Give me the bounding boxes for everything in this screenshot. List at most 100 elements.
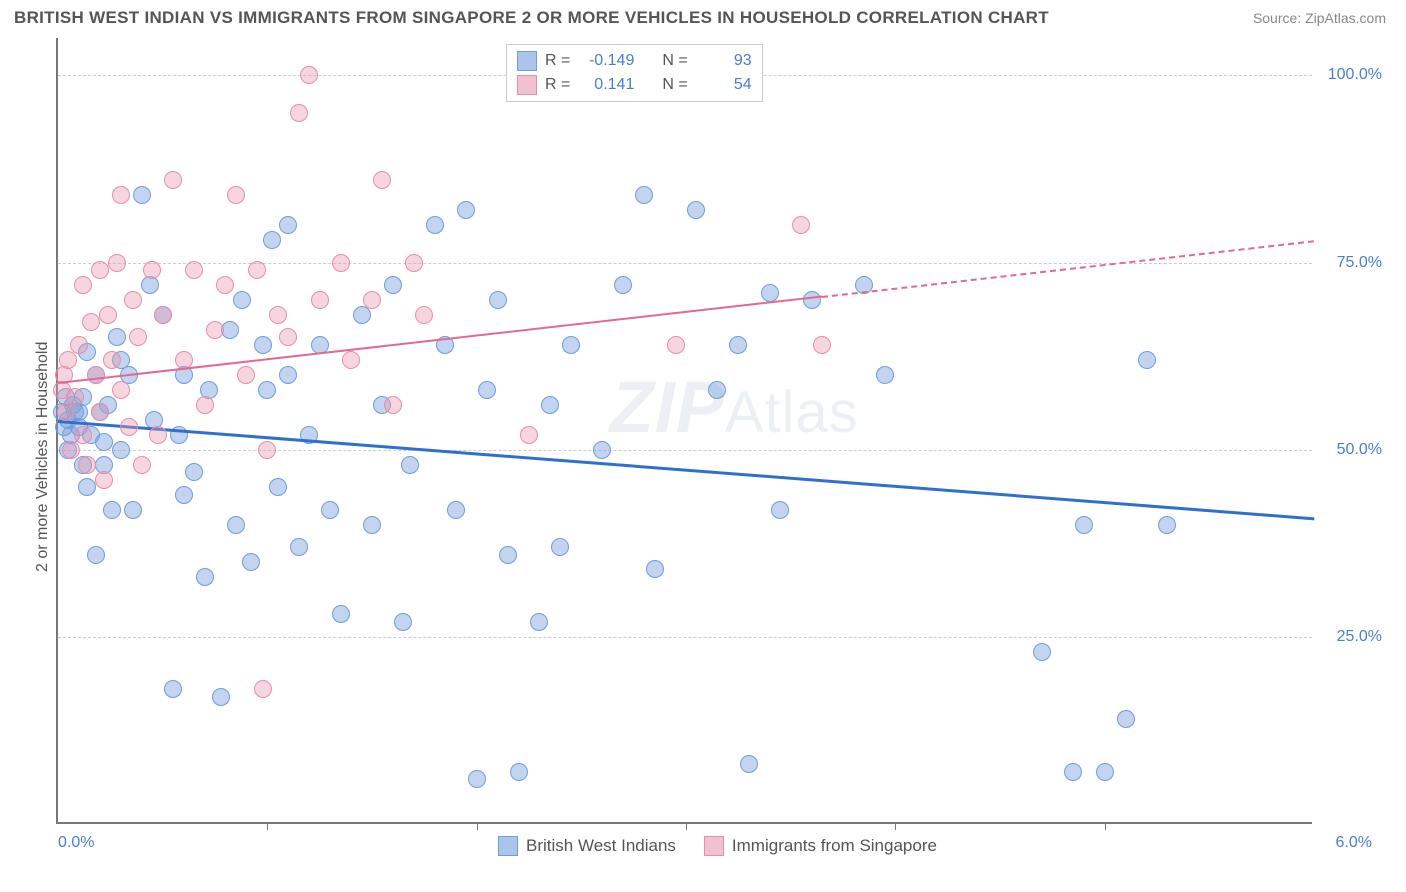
data-point-sgp <box>227 186 245 204</box>
data-point-sgp <box>143 261 161 279</box>
data-point-bwi <box>95 433 113 451</box>
correlation-legend: R =-0.149N =93R =0.141N =54 <box>506 44 763 102</box>
x-tick <box>895 822 896 830</box>
data-point-bwi <box>771 501 789 519</box>
data-point-bwi <box>729 336 747 354</box>
series-legend: British West Indians Immigrants from Sing… <box>498 836 937 856</box>
trend-line <box>58 296 822 385</box>
gridline <box>58 450 1312 451</box>
data-point-sgp <box>254 680 272 698</box>
legend-swatch-icon <box>704 836 724 856</box>
n-label: N = <box>662 76 687 94</box>
y-tick-label: 25.0% <box>1322 628 1382 646</box>
data-point-sgp <box>133 456 151 474</box>
data-point-sgp <box>78 456 96 474</box>
data-point-bwi <box>530 613 548 631</box>
trend-line <box>822 240 1314 298</box>
data-point-sgp <box>405 254 423 272</box>
data-point-sgp <box>792 216 810 234</box>
data-point-bwi <box>1158 516 1176 534</box>
data-point-sgp <box>363 291 381 309</box>
y-tick-label: 50.0% <box>1322 441 1382 459</box>
data-point-bwi <box>87 546 105 564</box>
data-point-sgp <box>813 336 831 354</box>
data-point-sgp <box>70 336 88 354</box>
data-point-bwi <box>1033 643 1051 661</box>
n-label: N = <box>662 52 687 70</box>
r-value: 0.141 <box>578 76 634 94</box>
x-min-label: 0.0% <box>58 834 94 852</box>
data-point-sgp <box>342 351 360 369</box>
data-point-bwi <box>426 216 444 234</box>
data-point-bwi <box>78 478 96 496</box>
data-point-bwi <box>254 336 272 354</box>
data-point-bwi <box>124 501 142 519</box>
data-point-sgp <box>279 328 297 346</box>
r-value: -0.149 <box>578 52 634 70</box>
data-point-sgp <box>216 276 234 294</box>
data-point-sgp <box>520 426 538 444</box>
data-point-bwi <box>233 291 251 309</box>
data-point-bwi <box>562 336 580 354</box>
x-tick <box>686 822 687 830</box>
data-point-sgp <box>185 261 203 279</box>
data-point-bwi <box>761 284 779 302</box>
plot-area: 25.0%50.0%75.0%100.0%0.0%6.0%ZIPAtlasR =… <box>56 38 1312 824</box>
data-point-bwi <box>646 560 664 578</box>
data-point-sgp <box>129 328 147 346</box>
data-point-bwi <box>384 276 402 294</box>
data-point-sgp <box>95 471 113 489</box>
data-point-bwi <box>541 396 559 414</box>
data-point-bwi <box>321 501 339 519</box>
data-point-sgp <box>112 381 130 399</box>
gridline <box>58 637 1312 638</box>
data-point-bwi <box>263 231 281 249</box>
data-point-bwi <box>108 328 126 346</box>
data-point-bwi <box>876 366 894 384</box>
legend-row-bwi: R =-0.149N =93 <box>517 49 752 73</box>
data-point-bwi <box>687 201 705 219</box>
legend-item-sgp: Immigrants from Singapore <box>704 836 937 856</box>
data-point-sgp <box>59 351 77 369</box>
data-point-bwi <box>489 291 507 309</box>
data-point-bwi <box>614 276 632 294</box>
legend-row-sgp: R =0.141N =54 <box>517 73 752 97</box>
n-value: 54 <box>696 76 752 94</box>
data-point-sgp <box>103 351 121 369</box>
data-point-sgp <box>248 261 266 279</box>
data-point-bwi <box>185 463 203 481</box>
data-point-bwi <box>499 546 517 564</box>
data-point-sgp <box>258 441 276 459</box>
legend-item-bwi: British West Indians <box>498 836 676 856</box>
x-tick <box>267 822 268 830</box>
data-point-sgp <box>120 418 138 436</box>
data-point-sgp <box>415 306 433 324</box>
data-point-sgp <box>124 291 142 309</box>
data-point-bwi <box>740 755 758 773</box>
chart-source: Source: ZipAtlas.com <box>1253 10 1386 26</box>
data-point-sgp <box>91 403 109 421</box>
data-point-bwi <box>279 216 297 234</box>
data-point-sgp <box>237 366 255 384</box>
data-point-sgp <box>112 186 130 204</box>
x-tick <box>477 822 478 830</box>
data-point-bwi <box>353 306 371 324</box>
data-point-sgp <box>154 306 172 324</box>
r-label: R = <box>545 52 570 70</box>
data-point-bwi <box>103 501 121 519</box>
data-point-sgp <box>667 336 685 354</box>
data-point-bwi <box>803 291 821 309</box>
data-point-bwi <box>112 441 130 459</box>
data-point-bwi <box>279 366 297 384</box>
correlation-chart: 25.0%50.0%75.0%100.0%0.0%6.0%ZIPAtlasR =… <box>14 34 1392 878</box>
chart-title: BRITISH WEST INDIAN VS IMMIGRANTS FROM S… <box>14 8 1049 28</box>
y-tick-label: 100.0% <box>1322 66 1382 84</box>
y-axis-label: 2 or more Vehicles in Household <box>34 342 52 572</box>
legend-swatch-icon <box>517 51 537 71</box>
data-point-bwi <box>447 501 465 519</box>
data-point-sgp <box>311 291 329 309</box>
data-point-sgp <box>74 276 92 294</box>
data-point-bwi <box>290 538 308 556</box>
data-point-bwi <box>164 680 182 698</box>
data-point-bwi <box>593 441 611 459</box>
